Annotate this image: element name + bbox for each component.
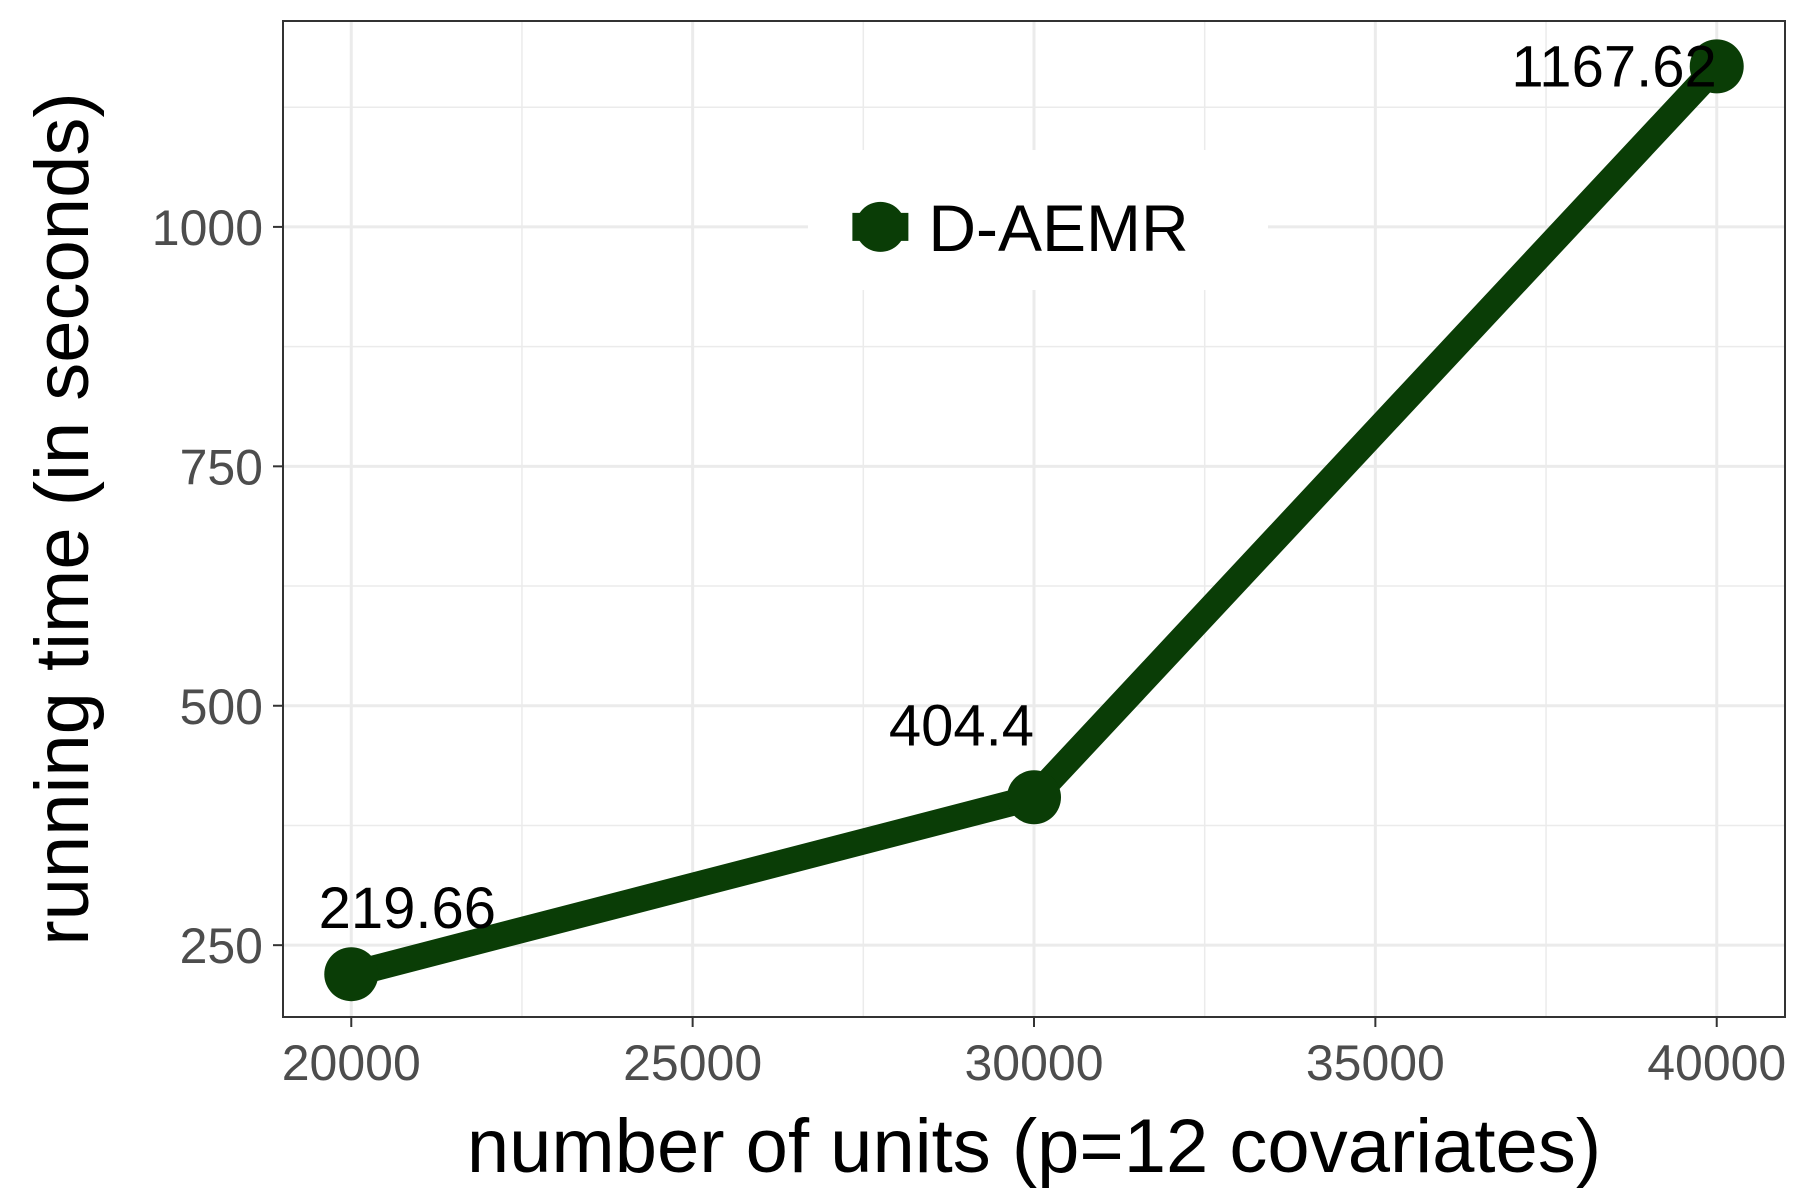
y-axis-title: running time (in seconds) bbox=[20, 92, 105, 945]
y-tick-label: 500 bbox=[180, 679, 263, 735]
legend-key-point bbox=[855, 201, 906, 252]
x-axis-title: number of units (p=12 covariates) bbox=[467, 1104, 1601, 1189]
y-tick-labels: 250 500 750 1000 bbox=[152, 200, 263, 974]
legend: D-AEMR bbox=[808, 150, 1268, 290]
x-tick-label: 30000 bbox=[964, 1035, 1103, 1091]
legend-label: D-AEMR bbox=[928, 191, 1188, 265]
x-tick-labels: 20000 25000 30000 35000 40000 bbox=[282, 1035, 1787, 1091]
x-tick-label: 25000 bbox=[623, 1035, 762, 1091]
x-tick-label: 35000 bbox=[1306, 1035, 1445, 1091]
axis-ticks bbox=[273, 225, 1718, 1027]
data-point bbox=[1007, 770, 1061, 825]
y-tick-label: 1000 bbox=[152, 200, 263, 256]
y-tick-label: 750 bbox=[180, 439, 263, 495]
series-layer: 219.66 404.4 1167.62 bbox=[319, 34, 1744, 1002]
data-label: 404.4 bbox=[889, 693, 1034, 758]
y-tick-label: 250 bbox=[180, 918, 263, 974]
x-tick-label: 40000 bbox=[1647, 1035, 1786, 1091]
data-point bbox=[1689, 39, 1744, 94]
x-tick-label: 20000 bbox=[282, 1035, 421, 1091]
data-label: 219.66 bbox=[319, 876, 496, 941]
data-label: 1167.62 bbox=[1511, 34, 1716, 99]
data-point bbox=[324, 947, 379, 1002]
